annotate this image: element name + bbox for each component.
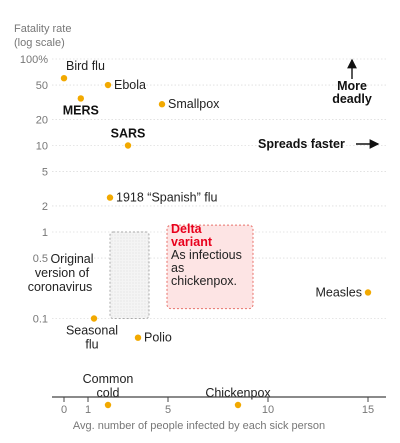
original-coronavirus-label-line-3: coronavirus <box>28 280 93 294</box>
delta-variant-region: Delta variant As infectious as chickenpo… <box>166 222 254 310</box>
original-coronavirus-box <box>109 231 150 319</box>
point-bird-flu <box>60 74 68 82</box>
point-measles <box>364 289 372 296</box>
y-tick-label: 0.1 <box>33 314 48 326</box>
x-axis-title: Avg. number of people infected by each s… <box>73 420 325 432</box>
point-seasonal-flu <box>90 315 98 322</box>
more-deadly-line-1: More <box>337 79 367 93</box>
x-tick-label: 1 <box>85 404 91 416</box>
point-1918-spanish-flu <box>106 194 114 201</box>
point-label-common-cold: Common <box>83 372 134 386</box>
delta-variant-body-line-1: As infectious <box>171 248 242 262</box>
spreads-faster-annotation: Spreads faster <box>258 137 380 151</box>
y-tick-label: 0.5 <box>33 253 48 265</box>
point-label-mers: MERS <box>63 103 99 117</box>
point-label-1918-spanish-flu: 1918 “Spanish” flu <box>116 191 218 205</box>
point-common-cold <box>104 401 112 409</box>
point-mers <box>77 95 85 102</box>
point-label-ebola: Ebola <box>114 78 146 92</box>
x-tick-label: 0 <box>61 404 67 416</box>
delta-variant-body-line-2: as <box>171 261 184 275</box>
point-label-chickenpox: Chickenpox <box>205 386 271 400</box>
point-label-smallpox: Smallpox <box>168 97 220 111</box>
y-tick-label: 100% <box>20 54 48 66</box>
data-points: Bird flu Ebola MERS Smallpox SARS 1918 “Spani… <box>60 59 372 409</box>
original-coronavirus-region: Original version of coronavirus <box>28 231 150 319</box>
point-ebola <box>104 81 112 89</box>
original-coronavirus-label-line-1: Original <box>50 252 93 266</box>
point-label-sars: SARS <box>111 127 146 141</box>
delta-variant-title-line-2: variant <box>171 235 213 249</box>
delta-variant-box <box>166 224 254 310</box>
x-tick-label: 15 <box>362 404 374 416</box>
x-tick-label: 10 <box>262 404 274 416</box>
x-tick-labels: 0 1 5 10 15 <box>61 397 374 416</box>
delta-variant-title-line-1: Delta <box>171 222 203 236</box>
point-label-seasonal-flu: Seasonal <box>66 324 118 338</box>
point-sars <box>124 142 132 149</box>
point-smallpox <box>158 101 166 108</box>
spreads-faster-label: Spreads faster <box>258 137 345 151</box>
point-label-polio: Polio <box>144 331 172 345</box>
more-deadly-line-2: deadly <box>332 92 372 106</box>
y-tick-label: 5 <box>42 167 48 179</box>
delta-variant-body-line-3: chickenpox. <box>171 274 237 288</box>
point-polio <box>134 334 142 341</box>
y-tick-labels: 100% 50 20 10 5 2 1 0.5 0.1 <box>20 54 48 326</box>
y-axis-title-line-2: (log scale) <box>14 37 65 49</box>
y-axis-title-line-1: Fatality rate <box>14 23 71 35</box>
x-tick-label: 5 <box>165 404 171 416</box>
point-label-seasonal-flu: flu <box>85 338 98 352</box>
more-deadly-annotation: More deadly <box>332 58 372 106</box>
point-label-measles: Measles <box>315 285 362 299</box>
y-tick-label: 10 <box>36 141 48 153</box>
y-tick-label: 1 <box>42 227 48 239</box>
point-label-bird-flu: Bird flu <box>66 59 105 73</box>
y-tick-label: 20 <box>36 114 48 126</box>
y-tick-label: 2 <box>42 201 48 213</box>
point-chickenpox <box>234 401 242 409</box>
original-coronavirus-label-line-2: version of <box>35 266 90 280</box>
point-label-common-cold: cold <box>97 386 120 400</box>
y-tick-label: 50 <box>36 80 48 92</box>
